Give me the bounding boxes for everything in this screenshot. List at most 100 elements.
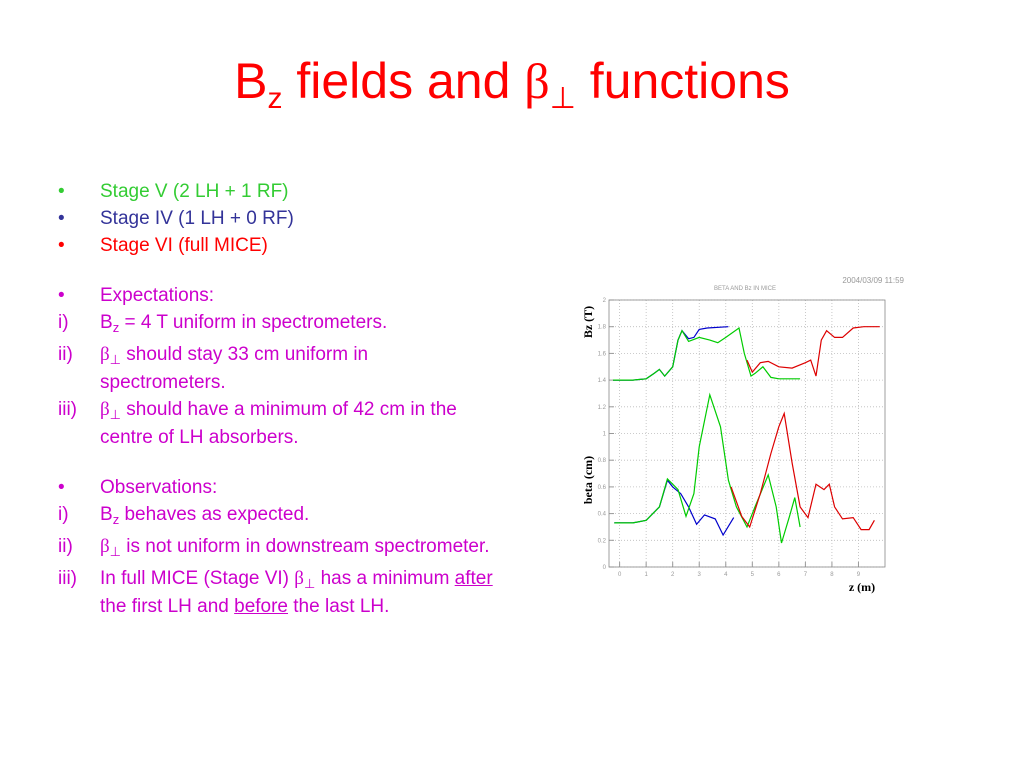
data-line xyxy=(730,411,875,531)
bullet-item: iii) In full MICE (Stage VI) β⊥ has a min… xyxy=(58,567,508,618)
bullet-marker: • xyxy=(58,235,65,256)
text-segment: before xyxy=(234,596,288,617)
text-segment: behaves as expected. xyxy=(119,504,310,525)
y-tick-label: 2 xyxy=(603,298,607,304)
bullet-marker: i) xyxy=(58,504,69,525)
text-segment: β xyxy=(524,53,550,109)
y-axis-label: Bz (T) xyxy=(581,306,595,338)
text-segment: should stay 33 cm uniform in spectromete… xyxy=(100,344,369,393)
y-tick-label: 1.6 xyxy=(598,351,607,357)
x-tick-label: 6 xyxy=(777,572,781,578)
plot-frame xyxy=(608,299,886,568)
y-axis-label: beta (cm) xyxy=(581,456,595,504)
bullet-marker: • xyxy=(58,477,65,498)
x-tick-label: 8 xyxy=(830,572,834,578)
bullet-marker: • xyxy=(58,208,65,229)
text-segment: In full MICE (Stage VI) xyxy=(100,568,295,589)
y-tick-label: 0.8 xyxy=(598,458,607,464)
x-tick-label: 0 xyxy=(618,572,622,578)
text-segment: B xyxy=(234,53,268,109)
text-segment: β xyxy=(100,344,110,365)
y-tick-label: 1 xyxy=(603,432,607,438)
bullet-marker: ii) xyxy=(58,536,73,557)
text-segment: fields and xyxy=(282,53,525,109)
bullet-item: • Stage V (2 LH + 1 RF) xyxy=(58,180,508,203)
bullet-group: • Stage V (2 LH + 1 RF) • Stage IV (1 LH + … xyxy=(58,180,508,257)
bullet-marker: iii) xyxy=(58,568,77,589)
x-tick-label: 2 xyxy=(671,572,675,578)
bullet-text: Observations: xyxy=(100,476,495,499)
text-segment: Stage IV (1 LH + 0 RF) xyxy=(100,208,294,229)
bullet-item: • Stage VI (full MICE) xyxy=(58,234,508,257)
text-segment: = 4 T uniform in spectrometers. xyxy=(119,312,388,333)
text-segment: ⊥ xyxy=(109,407,121,422)
text-segment: Expectations: xyxy=(100,285,215,306)
text-segment: Observations: xyxy=(100,477,218,498)
text-segment: the first LH and xyxy=(100,596,235,617)
bullet-group: • Observations: i) Bz behaves as expected. i… xyxy=(58,476,508,618)
bullet-list: • Stage V (2 LH + 1 RF) • Stage IV (1 LH + … xyxy=(58,180,508,645)
bullet-text: In full MICE (Stage VI) β⊥ has a minimum… xyxy=(100,567,495,618)
bullet-item: i) Bz behaves as expected. xyxy=(58,503,508,531)
bullet-text: β⊥ is not uniform in downstream spectrom… xyxy=(100,535,495,563)
x-axis-label: z (m) xyxy=(849,580,875,594)
y-tick-label: 0.4 xyxy=(598,512,607,518)
text-segment: ⊥ xyxy=(109,544,121,559)
text-segment: z xyxy=(112,512,120,527)
bullet-item: • Observations: xyxy=(58,476,508,499)
data-line xyxy=(614,392,801,544)
data-line xyxy=(613,326,801,381)
y-tick-label: 1.4 xyxy=(598,378,607,384)
y-tick-label: 0.6 xyxy=(598,485,607,491)
text-segment: Stage VI (full MICE) xyxy=(100,235,268,256)
data-line xyxy=(614,478,735,537)
text-segment: is not uniform in downstream spectromete… xyxy=(121,536,490,557)
bullet-item: ii) β⊥ should stay 33 cm uniform in spect… xyxy=(58,343,508,394)
bullet-text: β⊥ should stay 33 cm uniform in spectrom… xyxy=(100,343,495,394)
text-segment: functions xyxy=(575,53,790,109)
bullet-marker: ii) xyxy=(58,344,73,365)
x-tick-label: 7 xyxy=(804,572,808,578)
bullet-item: iii) β⊥ should have a minimum of 42 cm in… xyxy=(58,398,508,449)
text-segment: B xyxy=(100,504,113,525)
text-segment: β xyxy=(294,568,304,589)
text-segment: z xyxy=(267,82,283,115)
bullet-text: β⊥ should have a minimum of 42 cm in the… xyxy=(100,398,495,449)
bullet-marker: i) xyxy=(58,312,69,333)
bullet-text: Bz behaves as expected. xyxy=(100,503,495,531)
chart-title: BETA AND Bz IN MICE xyxy=(714,286,776,292)
bullet-group: • Expectations: i) Bz = 4 T uniform in spec… xyxy=(58,284,508,449)
text-segment: Stage V (2 LH + 1 RF) xyxy=(100,181,289,202)
timestamp: 2004/03/09 11:59 xyxy=(842,276,904,285)
text-segment: β xyxy=(100,399,110,420)
y-tick-label: 1.8 xyxy=(598,325,607,331)
bullet-item: • Expectations: xyxy=(58,284,508,307)
x-tick-label: 3 xyxy=(698,572,702,578)
bullet-text: Expectations: xyxy=(100,284,495,307)
bullet-marker: • xyxy=(58,285,65,306)
data-line xyxy=(746,326,880,377)
text-segment: after xyxy=(454,568,493,589)
bullet-marker: • xyxy=(58,181,65,202)
text-segment: B xyxy=(100,312,113,333)
bullet-text: Stage VI (full MICE) xyxy=(100,234,495,257)
text-segment: ⊥ xyxy=(549,82,576,115)
bullet-item: ii) β⊥ is not uniform in downstream spect… xyxy=(58,535,508,563)
slide-title: Bz fields and β⊥ functions xyxy=(0,52,1024,116)
y-tick-label: 0 xyxy=(603,565,607,571)
text-segment: the last LH. xyxy=(288,596,390,617)
bullet-marker: iii) xyxy=(58,399,77,420)
x-tick-label: 4 xyxy=(724,572,728,578)
bullet-text: Stage IV (1 LH + 0 RF) xyxy=(100,207,495,230)
text-segment: ⊥ xyxy=(303,576,316,591)
bullet-item: • Stage IV (1 LH + 0 RF) xyxy=(58,207,508,230)
x-tick-label: 5 xyxy=(751,572,755,578)
bullet-text: Bz = 4 T uniform in spectrometers. xyxy=(100,311,495,339)
x-tick-label: 9 xyxy=(857,572,861,578)
x-tick-label: 1 xyxy=(644,572,648,578)
bullet-item: i) Bz = 4 T uniform in spectrometers. xyxy=(58,311,508,339)
text-segment: β xyxy=(100,536,110,557)
text-segment: should have a minimum of 42 cm in the ce… xyxy=(100,399,457,448)
